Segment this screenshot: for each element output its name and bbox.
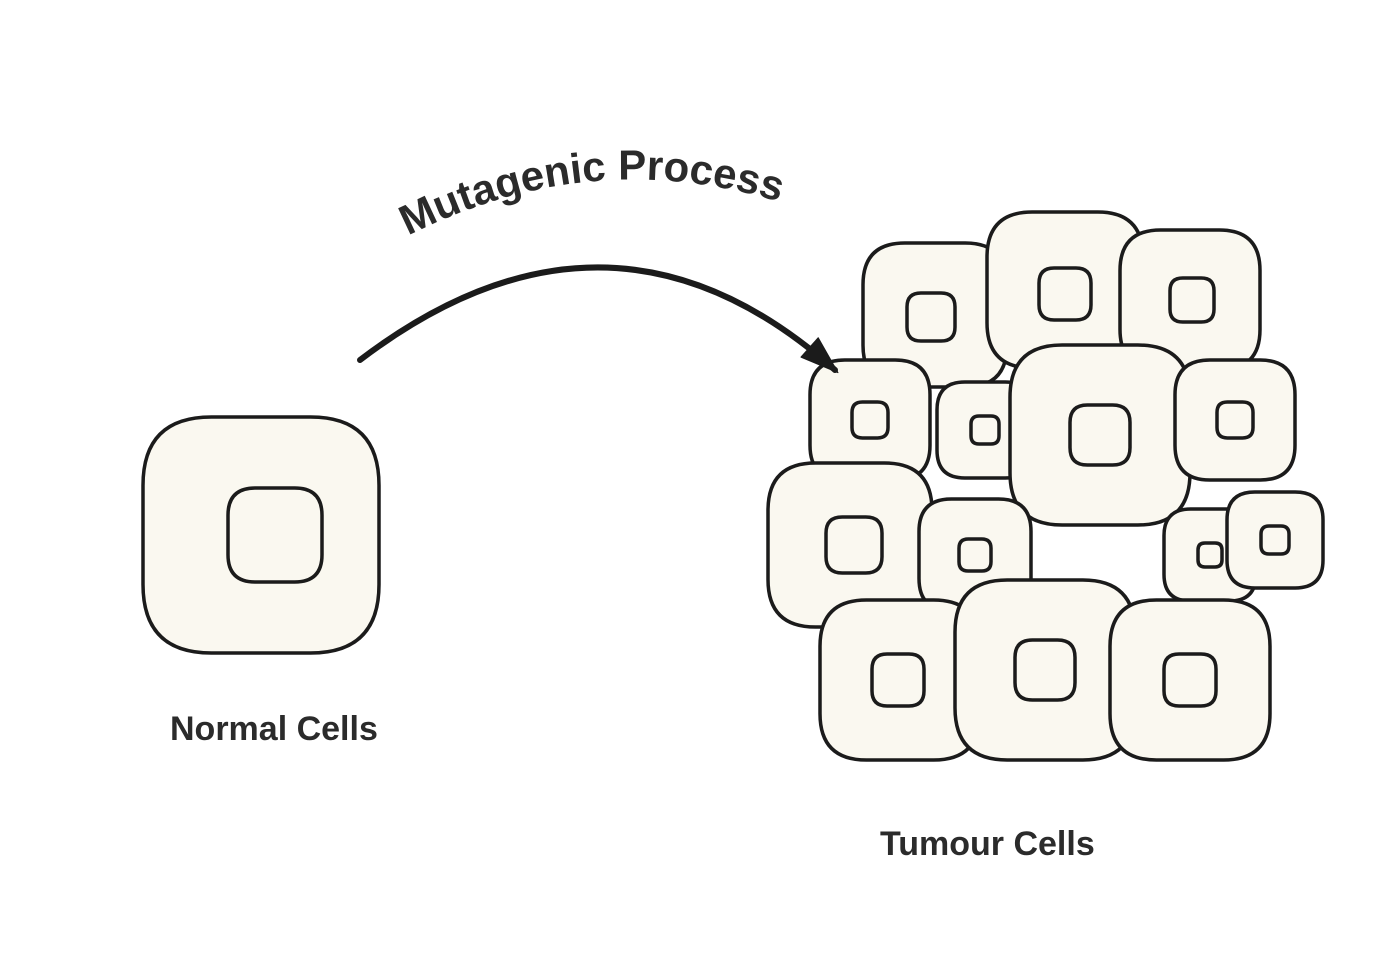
- cell-nucleus-tumour-4: [971, 416, 999, 444]
- cell-nucleus-tumour-8: [959, 539, 991, 571]
- cell-nucleus-tumour-9: [1198, 543, 1222, 567]
- cell-nucleus-tumour-11: [872, 654, 924, 706]
- cell-nucleus-normal: [228, 488, 322, 582]
- cell-nucleus-tumour-7: [826, 517, 882, 573]
- normal-cell: [143, 417, 379, 653]
- cell-nucleus-tumour-6: [1217, 402, 1253, 438]
- cell-nucleus-tumour-3: [852, 402, 888, 438]
- cell-nucleus-tumour-0: [907, 293, 955, 341]
- mutagenic-process-label: Mutagenic Process: [392, 141, 790, 243]
- mutagenic-process-diagram: Normal Cells Tumour Cells Mutagenic Proces…: [0, 0, 1400, 980]
- cell-nucleus-tumour-5: [1070, 405, 1130, 465]
- cell-nucleus-tumour-13: [1164, 654, 1216, 706]
- cell-nucleus-tumour-12: [1015, 640, 1075, 700]
- tumour-cells-label: Tumour Cells: [880, 825, 1095, 863]
- cell-nucleus-tumour-10: [1261, 526, 1289, 554]
- cell-nucleus-tumour-2: [1170, 278, 1214, 322]
- cell-nucleus-tumour-1: [1039, 268, 1091, 320]
- process-arrow: [360, 267, 838, 372]
- tumour-cells-cluster: [768, 212, 1323, 760]
- normal-cells-label: Normal Cells: [170, 710, 378, 748]
- process-arrow-shaft: [360, 267, 835, 370]
